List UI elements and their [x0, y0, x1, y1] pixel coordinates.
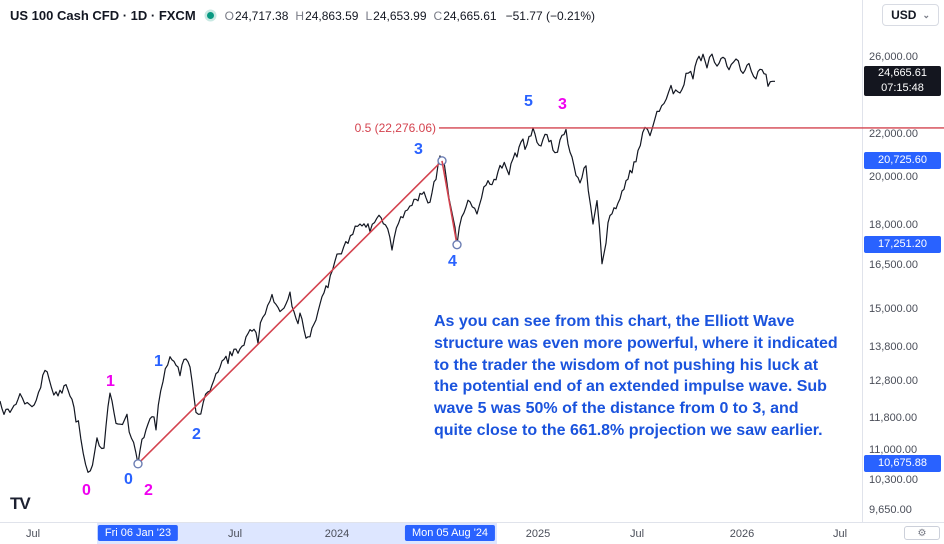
change-value: −51.77 (−0.21%) [505, 8, 595, 23]
market-status-icon [206, 12, 214, 19]
symbol-title[interactable]: US 100 Cash CFD · 1D · FXCM [10, 8, 196, 23]
gear-icon: ⚙ [917, 527, 927, 539]
high-label: H [295, 8, 305, 23]
close-label: C [433, 8, 443, 23]
open-readout: O24,717.38 [225, 9, 289, 23]
low-value: 24,653.99 [373, 8, 427, 23]
low-label: L [365, 8, 373, 23]
trendline[interactable] [441, 160, 458, 245]
open-value: 24,717.38 [235, 8, 289, 23]
high-readout: H24,863.59 [295, 9, 358, 23]
chart-legend: US 100 Cash CFD · 1D · FXCM O24,717.38 H… [10, 8, 595, 23]
ohlc-readout: O24,717.38 H24,863.59 L24,653.99 C24,665… [225, 9, 595, 23]
high-value: 24,863.59 [305, 8, 359, 23]
drawing-anchor-point[interactable] [452, 239, 462, 250]
close-value: 24,665.61 [443, 8, 497, 23]
axis-settings-button[interactable]: ⚙ [904, 526, 940, 540]
close-readout: C24,665.61 [434, 9, 497, 23]
chevron-down-icon: ⌄ [922, 9, 930, 20]
trendline[interactable] [137, 160, 443, 465]
currency-dropdown[interactable]: USD ⌄ [882, 4, 939, 26]
low-readout: L24,653.99 [365, 9, 426, 23]
drawing-anchor-point[interactable] [133, 459, 143, 469]
open-label: O [224, 8, 234, 23]
annotation-text[interactable]: As you can see from this chart, the Elli… [434, 313, 838, 439]
currency-label: USD [891, 8, 917, 22]
price-series-line [0, 53, 775, 473]
tradingview-logo[interactable]: TV [10, 494, 31, 513]
